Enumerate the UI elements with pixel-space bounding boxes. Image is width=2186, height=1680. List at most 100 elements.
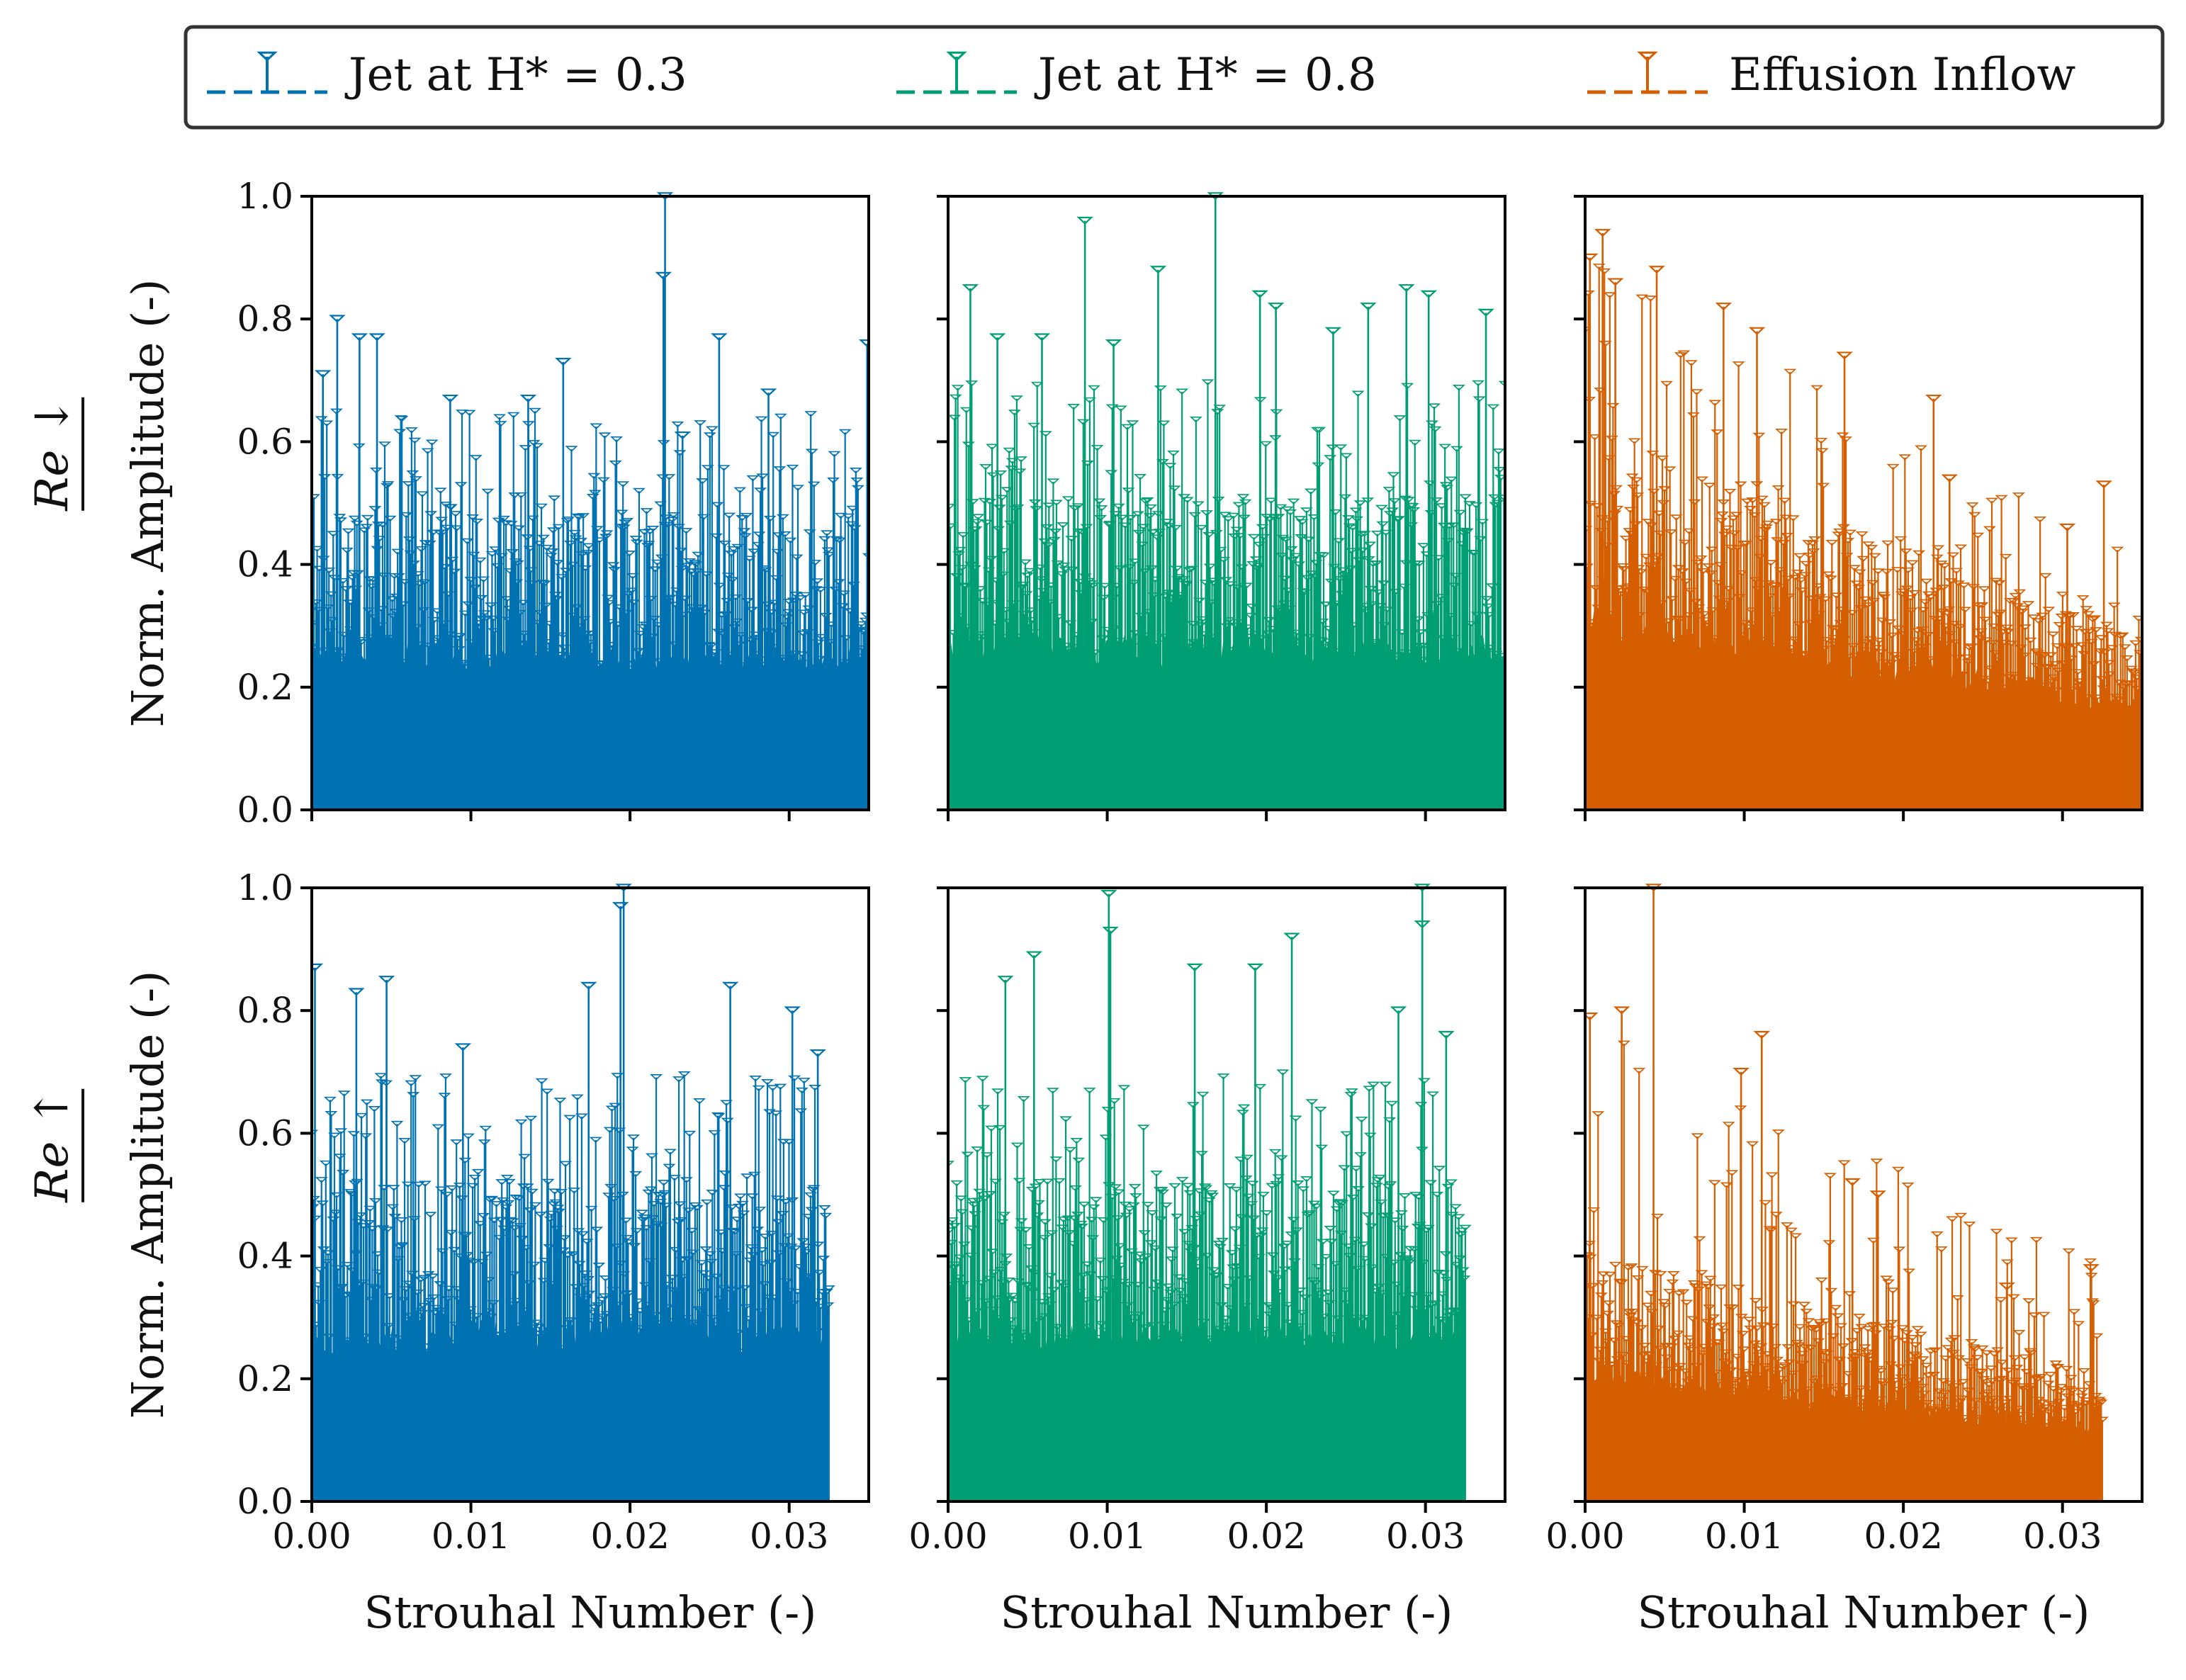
stem-marker [440,1191,453,1198]
stem-marker [1149,1245,1162,1252]
stem-marker [1817,483,1830,490]
stem-marker [382,1323,395,1329]
stem-marker [753,1207,767,1213]
peak-marker [555,358,572,366]
stem-marker [1696,476,1709,483]
stem-marker [820,530,833,536]
stem-marker [1728,530,1741,537]
legend-label: Jet at H* = 0.3 [344,49,687,101]
stem-marker [1126,420,1139,427]
stem-marker [813,1270,826,1276]
stem-marker [1049,1156,1063,1163]
y-tick-label: 0.0 [237,789,293,830]
stem-marker [461,1252,474,1258]
peak-marker [1324,327,1342,335]
stem-marker [1966,502,1979,509]
stem-marker [1740,498,1754,505]
stem-marker [1930,554,1944,561]
stem-marker [1305,1099,1319,1105]
stem-marker [822,1285,835,1292]
stem-marker [323,1096,337,1103]
peak-marker [1251,290,1268,298]
stem-marker [2080,606,2093,612]
peak-marker [314,370,332,378]
stem-marker [1287,1217,1300,1224]
stem-marker [509,1195,522,1201]
stem-marker [406,470,419,477]
stem-marker [1312,462,1325,469]
y-tick-label: 0.8 [237,990,293,1031]
stem-marker [1794,577,1808,584]
stem-marker [1304,488,1317,495]
stem-marker [1343,523,1356,530]
stem-marker [1200,1185,1213,1192]
stem-marker [1474,536,1487,543]
stem-marker [819,1212,833,1219]
stem-marker [570,604,584,611]
stem-marker [360,1099,373,1106]
stem-marker [697,514,710,521]
stem-marker [1289,1115,1302,1122]
stem-marker [630,539,643,546]
stem-marker [1167,450,1181,457]
peak-marker [721,981,739,990]
y-tick-label: 0.4 [237,1236,293,1277]
stem-marker [386,1204,400,1211]
stem-marker [495,1179,509,1185]
stem-marker [1353,500,1367,507]
stem-marker [807,481,821,488]
stem-marker [1656,456,1669,462]
stem-marker [828,451,841,458]
y-tick-label: 0.6 [237,1112,293,1154]
stem-marker [1211,409,1224,415]
stem-marker [995,495,1008,502]
legend: Jet at H* = 0.3 Jet at H* = 0.8 Effusion I… [184,25,2165,130]
stem-marker [2071,669,2085,675]
legend-label: Effusion Inflow [1729,49,2075,101]
stem-marker [1259,441,1273,448]
stem-marker [461,538,474,545]
stem-marker [418,1180,432,1188]
stem-marker [546,527,560,534]
stem-marker [1630,477,1643,484]
stem-marker [477,576,490,583]
stem-marker [609,460,622,467]
stem-marker [1141,497,1154,504]
stem-marker [970,519,984,526]
stem-marker [1120,424,1134,431]
stem-marker [504,1217,517,1224]
stem-marker [575,1113,588,1120]
stem-marker [2055,614,2068,620]
stem-marker [587,473,601,480]
stem-marker [1178,494,1191,500]
stem-marker [1450,446,1463,453]
stem-marker [1871,568,1885,575]
stem-marker [1229,1226,1242,1233]
stem-marker [739,1304,753,1311]
stem-marker [961,1151,974,1158]
stem-marker [979,464,993,470]
stem-marker [502,1178,516,1185]
stem-marker [469,455,483,461]
stem-marker [1881,540,1895,547]
stem-marker [597,477,610,484]
stem-marker [2076,595,2090,602]
stem-marker [1886,632,1899,639]
dense-fill [312,644,869,810]
y-tick-label: 1.0 [237,176,293,217]
stem-marker [589,1137,602,1144]
stem-marker [778,531,791,538]
stem-marker [548,1188,561,1195]
stem-marker [566,1251,580,1258]
axes-frame [310,886,870,1503]
stem-marker [2133,650,2142,657]
stem-marker [1113,565,1127,572]
stem-marker [497,515,511,522]
stem-marker [603,1127,616,1134]
stem-marker [1603,292,1616,298]
stem-marker [984,1191,997,1197]
stem-marker [1910,637,1923,644]
stem-marker [1316,1239,1329,1246]
stem-marker [1240,582,1253,590]
panel-r1-c0: 0.0 0.2 0.4 0.6 0.8 1.0 0.00 0.01 0.02 0.03 Strouh… [122,867,870,1638]
